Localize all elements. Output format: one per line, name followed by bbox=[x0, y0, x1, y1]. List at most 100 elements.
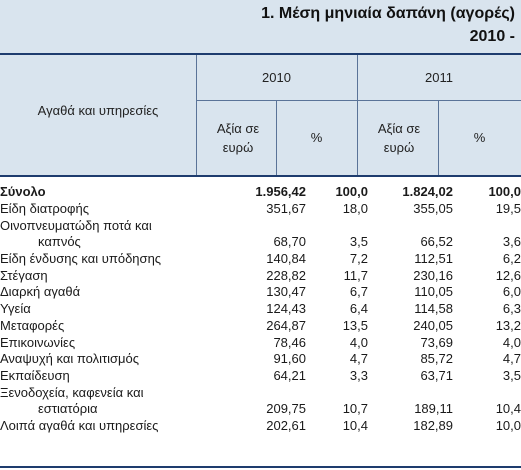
row-label: Είδη διατροφής bbox=[0, 201, 89, 217]
table-period: 2010 - bbox=[469, 28, 515, 45]
percent-2010-cell: 13,5 bbox=[342, 317, 368, 333]
value-2010-cell: 228,82 bbox=[266, 267, 306, 283]
value-2011-header: Αξία σε ευρώ bbox=[377, 120, 421, 155]
row-label: Εκπαίδευση bbox=[0, 367, 70, 383]
percent-2010-cell: 3,3 bbox=[349, 367, 368, 383]
value-2011-cell: 63,71 bbox=[420, 367, 453, 383]
row-label: Οινοπνευματώδη ποτά και bbox=[0, 217, 152, 233]
bottom-rule bbox=[0, 466, 521, 468]
percent-2011-cell: 10,4 bbox=[495, 401, 521, 417]
table-header: Αγαθά και υπηρεσίες 2010 2011 Αξία σε ευ… bbox=[0, 55, 521, 177]
percent-2011-cell: 3,6 bbox=[502, 234, 521, 250]
header-divider bbox=[196, 55, 197, 175]
header-divider bbox=[276, 100, 277, 175]
value-2010-header: Αξία σε ευρώ bbox=[216, 120, 260, 155]
table-row: Εκπαίδευση 64,21 3,3 63,71 3,5 bbox=[0, 368, 521, 385]
percent-2010-cell: 18,0 bbox=[342, 201, 368, 217]
table-row: Οινοπνευματώδη ποτά και bbox=[0, 217, 521, 234]
title-bar: 1. Μέση μηνιαία δαπάνη (αγορές) 2010 - bbox=[0, 0, 521, 55]
table-row: Είδη ένδυσης και υπόδησης 140,84 7,2 112,51… bbox=[0, 251, 521, 268]
percent-2010-cell: 4,7 bbox=[349, 351, 368, 367]
value-2010-cell: 1.956,42 bbox=[255, 184, 306, 200]
percent-2010-header: % bbox=[310, 130, 323, 145]
percent-2010-cell: 100,0 bbox=[335, 184, 368, 200]
year-2011-header: 2011 bbox=[425, 70, 453, 85]
value-2011-cell: 1.824,02 bbox=[402, 184, 453, 200]
table-row: Ξενοδοχεία, καφενεία και bbox=[0, 384, 521, 401]
row-label: Σύνολο bbox=[0, 184, 46, 200]
percent-2011-cell: 12,6 bbox=[495, 267, 521, 283]
percent-2011-cell: 100,0 bbox=[488, 184, 521, 200]
value-2011-cell: 85,72 bbox=[420, 351, 453, 367]
row-label: Είδη ένδυσης και υπόδησης bbox=[0, 251, 162, 267]
table-row: Είδη διατροφής 351,67 18,0 355,05 19,5 bbox=[0, 201, 521, 218]
row-label: Αναψυχή και πολιτισμός bbox=[0, 351, 140, 367]
percent-2011-cell: 13,2 bbox=[495, 317, 521, 333]
percent-2010-cell: 4,0 bbox=[349, 334, 368, 350]
value-2010-cell: 202,61 bbox=[266, 417, 306, 433]
value-2010-cell: 351,67 bbox=[266, 201, 306, 217]
percent-2010-cell: 10,4 bbox=[342, 417, 368, 433]
row-label: εστιατόρια bbox=[38, 401, 98, 417]
value-2011-cell: 240,05 bbox=[413, 317, 453, 333]
header-divider bbox=[438, 100, 439, 175]
value-2010-cell: 91,60 bbox=[273, 351, 306, 367]
row-label: Λοιπά αγαθά και υπηρεσίες bbox=[0, 417, 159, 433]
value-2011-cell: 355,05 bbox=[413, 201, 453, 217]
percent-2010-cell: 6,7 bbox=[349, 284, 368, 300]
row-label: Στέγαση bbox=[0, 267, 48, 283]
value-2011-cell: 112,51 bbox=[414, 251, 453, 267]
percent-2011-cell: 10,0 bbox=[495, 417, 521, 433]
value-2011-cell: 110,05 bbox=[414, 284, 453, 300]
row-label: Υγεία bbox=[0, 301, 31, 317]
value-2010-cell: 78,46 bbox=[273, 334, 306, 350]
value-2010-cell: 130,47 bbox=[266, 284, 306, 300]
value-2011-cell: 182,89 bbox=[413, 417, 453, 433]
percent-2011-cell: 6,0 bbox=[502, 284, 521, 300]
value-2011-cell: 114,58 bbox=[414, 301, 453, 317]
value-2010-cell: 124,43 bbox=[266, 301, 306, 317]
percent-2010-cell: 6,4 bbox=[349, 301, 368, 317]
value-2011-cell: 66,52 bbox=[420, 234, 453, 250]
value-2010-cell: 68,70 bbox=[273, 234, 306, 250]
percent-2011-header: % bbox=[473, 130, 486, 145]
value-2011-cell: 230,16 bbox=[413, 267, 453, 283]
percent-2011-cell: 4,7 bbox=[502, 351, 521, 367]
value-2010-cell: 209,75 bbox=[266, 401, 306, 417]
percent-2011-cell: 19,5 bbox=[495, 201, 521, 217]
row-label: Ξενοδοχεία, καφενεία και bbox=[0, 384, 144, 400]
table-row: Αναψυχή και πολιτισμός 91,60 4,7 85,72 4,7 bbox=[0, 351, 521, 368]
table-row: Μεταφορές 264,87 13,5 240,05 13,2 bbox=[0, 318, 521, 335]
percent-2010-cell: 10,7 bbox=[342, 401, 368, 417]
table-row: Στέγαση 228,82 11,7 230,16 12,6 bbox=[0, 267, 521, 284]
percent-2011-cell: 4,0 bbox=[502, 334, 521, 350]
value-2010-cell: 264,87 bbox=[266, 317, 306, 333]
row-label: καπνός bbox=[38, 234, 81, 250]
table-row: Λοιπά αγαθά και υπηρεσίες 202,61 10,4 182,8… bbox=[0, 418, 521, 435]
goods-services-header: Αγαθά και υπηρεσίες bbox=[37, 102, 159, 118]
table-row: Επικοινωνίες 78,46 4,0 73,69 4,0 bbox=[0, 334, 521, 351]
table-row: εστιατόρια 209,75 10,7 189,11 10,4 bbox=[0, 401, 521, 418]
value-2010-cell: 64,21 bbox=[273, 367, 306, 383]
table-row: καπνός 68,70 3,5 66,52 3,6 bbox=[0, 234, 521, 251]
percent-2010-cell: 7,2 bbox=[349, 251, 368, 267]
expenditure-table: Σύνολο 1.956,42 100,0 1.824,02 100,0 Είδη δια… bbox=[0, 184, 521, 434]
percent-2011-cell: 6,2 bbox=[502, 251, 521, 267]
table-row: Υγεία 124,43 6,4 114,58 6,3 bbox=[0, 301, 521, 318]
table-row: Διαρκή αγαθά 130,47 6,7 110,05 6,0 bbox=[0, 284, 521, 301]
percent-2011-cell: 6,3 bbox=[502, 301, 521, 317]
header-divider bbox=[196, 100, 521, 101]
percent-2011-cell: 3,5 bbox=[502, 367, 521, 383]
table-row: Σύνολο 1.956,42 100,0 1.824,02 100,0 bbox=[0, 184, 521, 201]
year-2010-header: 2010 bbox=[262, 70, 291, 85]
row-label: Μεταφορές bbox=[0, 317, 65, 333]
row-label: Διαρκή αγαθά bbox=[0, 284, 81, 300]
table-title: 1. Μέση μηνιαία δαπάνη (αγορές) bbox=[261, 5, 515, 22]
percent-2010-cell: 3,5 bbox=[349, 234, 368, 250]
percent-2010-cell: 11,7 bbox=[343, 267, 368, 283]
header-divider bbox=[357, 55, 358, 175]
value-2010-cell: 140,84 bbox=[266, 251, 306, 267]
value-2011-cell: 189,11 bbox=[414, 401, 453, 417]
value-2011-cell: 73,69 bbox=[420, 334, 453, 350]
